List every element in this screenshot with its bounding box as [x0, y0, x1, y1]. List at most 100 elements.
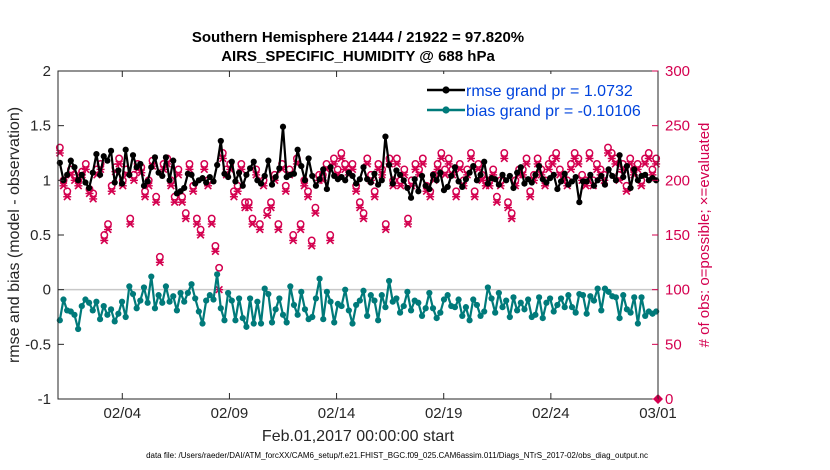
- rmse-point: [210, 178, 217, 185]
- bias-point: [605, 288, 612, 295]
- rmse-point: [385, 161, 393, 169]
- rmse-point: [561, 170, 568, 177]
- bias-point: [243, 323, 250, 330]
- rmse-point: [261, 172, 268, 180]
- bias-point: [323, 288, 331, 295]
- rmse-point: [521, 180, 528, 187]
- rmse-point: [294, 146, 301, 153]
- obs-evaluated-marker: [266, 203, 275, 212]
- rmse-point: [601, 181, 609, 188]
- obs-possible-marker: [207, 214, 216, 223]
- rmse-point: [115, 167, 122, 174]
- bias-point: [481, 308, 488, 315]
- bias-point: [89, 307, 96, 314]
- obs-evaluated-marker: [178, 198, 187, 207]
- rmse-point: [298, 163, 305, 170]
- bias-point: [137, 297, 144, 304]
- obs-possible-marker: [437, 149, 446, 157]
- obs-evaluated-marker: [392, 160, 401, 168]
- obs-evaluated-marker: [522, 160, 531, 168]
- bias-point: [298, 288, 305, 295]
- rmse-point: [170, 157, 177, 164]
- chart-title-line1: Southern Hemisphere 21444 / 21922 = 97.8…: [192, 29, 524, 46]
- rmse-point: [246, 165, 254, 172]
- rmse-point: [367, 179, 374, 186]
- obs-possible-marker: [652, 154, 661, 163]
- obs-possible-marker: [504, 198, 512, 207]
- obs-evaluated-marker: [500, 154, 509, 163]
- bias-point: [287, 283, 294, 290]
- y-tick-label-left: 2: [43, 63, 51, 80]
- bias-point: [75, 325, 82, 333]
- rmse-point: [85, 184, 93, 192]
- rmse-point: [250, 158, 257, 165]
- rmse-point: [378, 177, 385, 184]
- rmse-point: [477, 171, 484, 178]
- rmse-point: [594, 177, 601, 184]
- rmse-point: [100, 153, 107, 160]
- x-tick-label: 02/19: [425, 405, 463, 422]
- bias-point: [173, 307, 181, 314]
- y-tick-label-left: -0.5: [25, 336, 51, 353]
- bias-point: [301, 306, 309, 313]
- rmse-point: [71, 164, 78, 171]
- rmse-point: [627, 184, 634, 192]
- obs-possible-marker: [441, 165, 449, 174]
- rmse-point: [429, 171, 437, 178]
- y-tick-label-right: 50: [665, 336, 682, 353]
- rmse-point: [356, 176, 363, 183]
- bias-point: [327, 298, 334, 305]
- rmse-point: [257, 180, 265, 187]
- obs-possible-marker: [322, 159, 331, 168]
- rmse-point: [473, 177, 481, 184]
- rmse-point: [96, 171, 104, 178]
- bias-point: [634, 320, 641, 327]
- bias-point: [459, 312, 466, 320]
- obs-possible-marker: [644, 149, 653, 157]
- obs-possible-marker: [289, 231, 298, 239]
- rmse-point: [404, 184, 411, 192]
- bias-point: [620, 292, 627, 299]
- rmse-point: [67, 157, 74, 164]
- obs-evaluated-marker: [181, 214, 190, 223]
- bias-point: [268, 319, 276, 326]
- obs-evaluated-marker: [63, 192, 72, 201]
- rmse-point: [459, 183, 466, 190]
- rmse-point: [360, 164, 367, 171]
- rmse-point: [214, 161, 221, 169]
- obs-possible-marker: [392, 154, 401, 163]
- rmse-point: [433, 177, 440, 184]
- obs-evaluated-marker: [107, 187, 116, 196]
- obs-evaluated-marker: [304, 192, 312, 201]
- rmse-point: [265, 157, 272, 164]
- bias-point: [462, 304, 470, 311]
- obs-evaluated-marker: [200, 165, 209, 174]
- bias-point: [539, 314, 546, 322]
- bias-point: [360, 287, 367, 294]
- rmse-point: [320, 166, 327, 173]
- bias-point: [96, 316, 104, 323]
- bias-point: [484, 284, 491, 291]
- bias-point: [60, 296, 67, 303]
- rmse-point: [301, 177, 309, 184]
- bias-point: [151, 305, 159, 312]
- bias-point: [203, 297, 210, 304]
- x-tick-label: 02/04: [104, 405, 142, 422]
- rmse-point: [349, 172, 356, 180]
- obs-possible-marker: [507, 209, 516, 218]
- obs-possible-marker: [574, 154, 583, 163]
- obs-possible-marker: [363, 154, 372, 163]
- bias-point: [228, 297, 235, 304]
- rmse-point: [235, 169, 243, 176]
- obs-possible-marker: [267, 198, 275, 207]
- obs-possible-marker: [370, 187, 379, 196]
- bias-point: [100, 302, 107, 310]
- obs-possible-marker: [55, 143, 64, 152]
- rmse-point: [418, 172, 426, 180]
- bias-point: [338, 302, 345, 310]
- rmse-point: [605, 166, 612, 173]
- obs-evaluated-marker: [189, 187, 198, 196]
- bias-point: [466, 317, 473, 324]
- obs-evaluated-marker: [152, 198, 161, 207]
